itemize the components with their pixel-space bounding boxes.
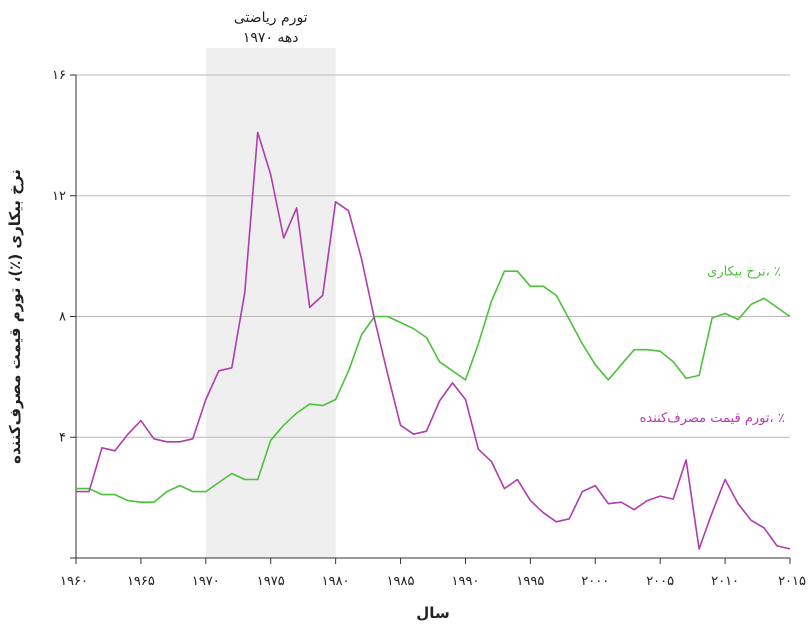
x-axis-title: سال	[416, 604, 449, 622]
x-tick-label: ۱۹۸۰	[322, 574, 350, 589]
y-tick-label: ۱۶	[52, 68, 66, 83]
axis-layer: ۴ ۸ ۱۲ ۱۶ ۱۹۶۰ ۱۹۶۵ ۱۹۷۰ ۱۹۷۵ ۱۹۸۰ ۱۹۸۵ ۱۹۹۰ ۱۹۹۵ ۲۰…	[52, 68, 806, 589]
series-label-0: نرخ بیکاری، ٪	[707, 265, 781, 280]
series-line-1	[76, 131, 791, 550]
x-tick-label: ۱۹۶۵	[127, 574, 155, 589]
y-axis-title: نرخ بیکاری (٪)، تورم قیمت مصرف‌کننده	[6, 169, 24, 464]
grid-layer	[76, 74, 790, 438]
y-tick-label: ۱۲	[52, 189, 66, 204]
x-tick-label: ۱۹۹۰	[451, 574, 479, 589]
y-tick-label: ۸	[59, 310, 66, 325]
x-tick-label: ۲۰۰۰	[581, 574, 609, 589]
x-tick-label: ۱۹۹۵	[516, 574, 544, 589]
x-tick-label: ۲۰۰۵	[646, 574, 674, 589]
shaded-region-title: تورم ریاضتی	[234, 10, 308, 26]
x-tick-label: ۱۹۷۰	[192, 574, 220, 589]
x-tick-label: ۲۰۱۵	[778, 574, 806, 589]
series-line-0	[76, 270, 791, 504]
shaded-region-subtitle: دهه ۱۹۷۰	[243, 30, 299, 46]
x-tick-label: ۱۹۷۵	[257, 574, 285, 589]
y-tick-label: ۴	[59, 430, 66, 445]
shaded-region-layer	[205, 48, 336, 558]
series-layer	[76, 131, 791, 550]
text-layer: تورم ریاضتی دهه ۱۹۷۰ سال نرخ بیکاری (٪)،…	[6, 10, 785, 622]
x-tick-label: ۲۰۱۰	[711, 574, 739, 589]
shaded-region	[205, 48, 336, 558]
x-tick-label: ۱۹۶۰	[60, 574, 88, 589]
series-label-1: تورم قیمت مصرف‌کننده، ٪	[640, 411, 785, 426]
x-tick-label: ۱۹۸۵	[387, 574, 415, 589]
